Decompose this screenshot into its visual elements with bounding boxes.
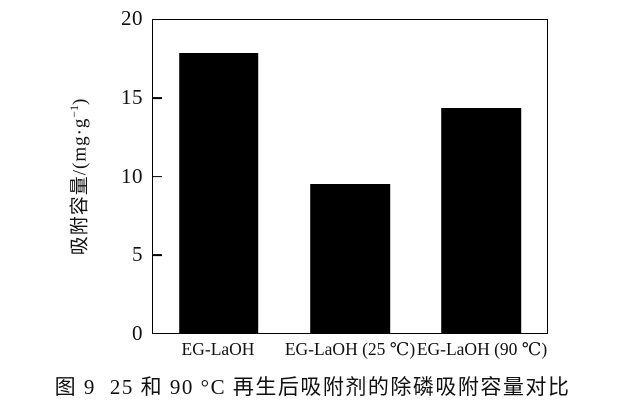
y-tick-mark-10	[153, 175, 162, 178]
y-tick-mark-5	[153, 253, 162, 256]
caption-text: 25 和 90 °C 再生后吸附剂的除磷吸附容量对比	[109, 375, 571, 399]
y-tick-label-15: 15	[121, 84, 143, 109]
x-tick-label-0: EG-LaOH	[181, 339, 255, 359]
y-tick-label-5: 5	[132, 242, 143, 267]
x-tick-label-1: EG-LaOH (25 ℃)	[284, 339, 416, 359]
x-tick-labels: EG-LaOH EG-LaOH (25 ℃) EG-LaOH (90 ℃)	[152, 339, 548, 365]
bar-EG-LaOH	[178, 52, 259, 333]
plot-area	[152, 19, 548, 334]
figure-number: 图 9	[54, 375, 96, 399]
y-tick-mark-15	[153, 97, 162, 100]
figure-caption: 图 9 25 和 90 °C 再生后吸附剂的除磷吸附容量对比	[0, 371, 625, 401]
x-tick-label-2: EG-LaOH (90 ℃)	[416, 339, 548, 359]
bar-EG-LaOH (25 ℃)	[310, 184, 390, 333]
y-tick-label-20: 20	[121, 6, 143, 30]
y-tick-label-10: 10	[121, 163, 143, 188]
y-tick-labels: 0 5 10 15 20	[0, 6, 143, 345]
bar-EG-LaOH (90 ℃)	[441, 107, 522, 333]
y-tick-label-0: 0	[132, 321, 143, 345]
